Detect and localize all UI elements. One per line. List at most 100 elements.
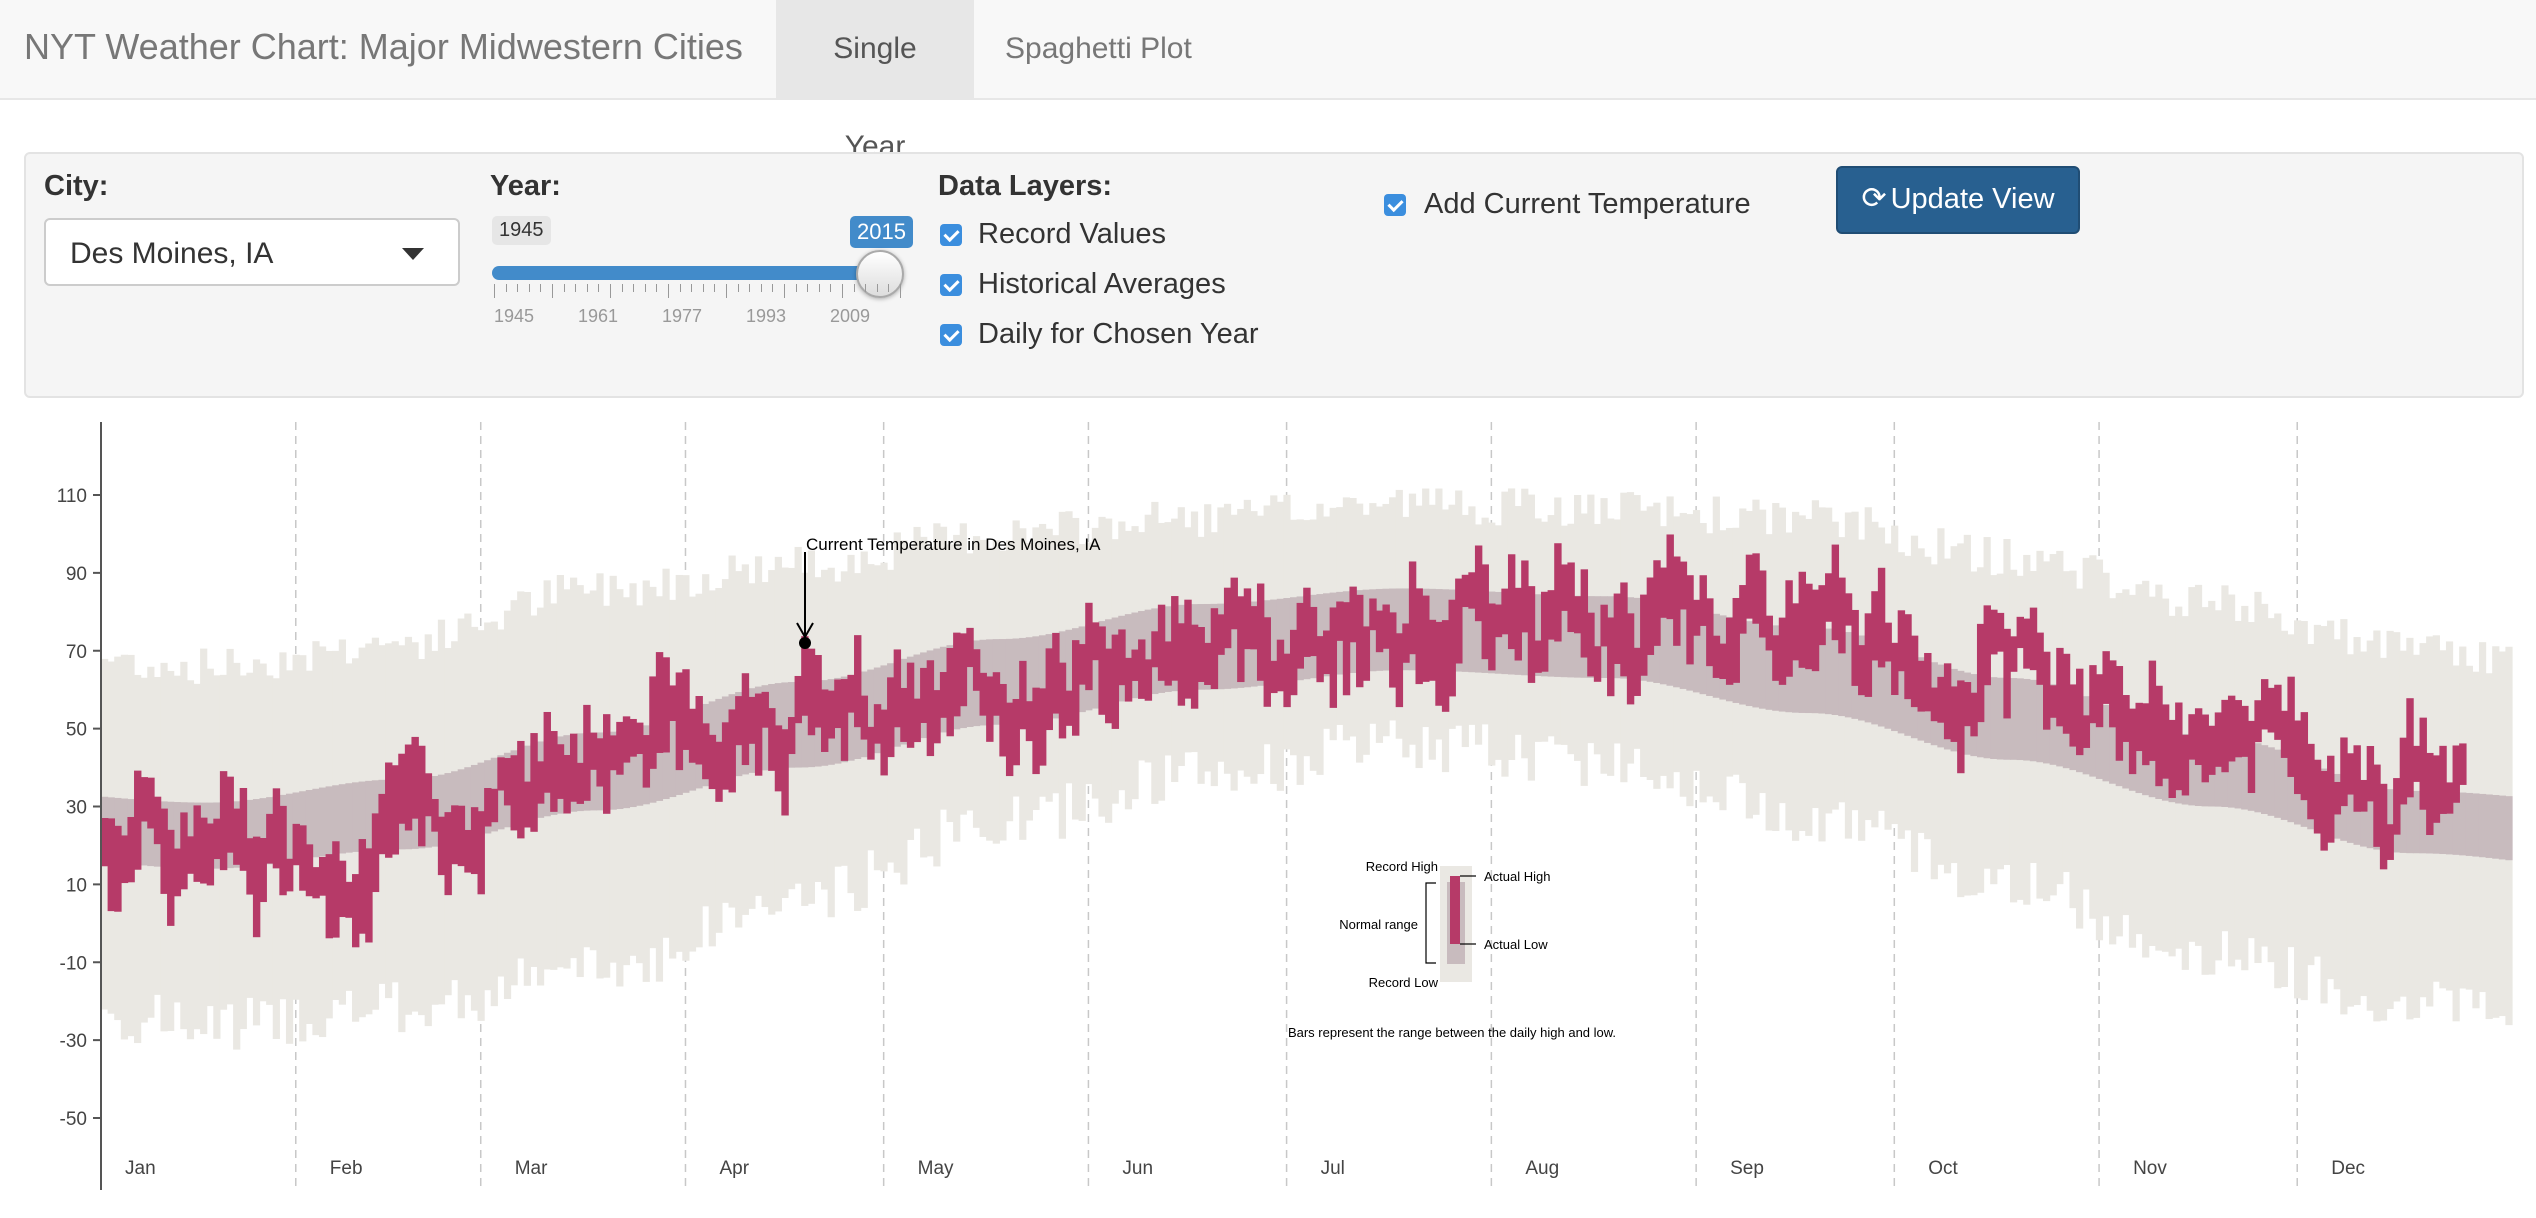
daily-temperature-bar bbox=[2300, 712, 2309, 801]
normal-range-bar bbox=[2340, 776, 2348, 841]
daily-temperature-bar bbox=[774, 725, 783, 792]
daily-temperature-bar bbox=[933, 690, 941, 744]
daily-temperature-bar bbox=[2426, 752, 2434, 836]
update-view-label: Update View bbox=[1890, 183, 2055, 215]
daily-temperature-bar bbox=[794, 675, 802, 724]
year-slider-handle[interactable] bbox=[856, 250, 904, 298]
daily-temperature-bar bbox=[1798, 571, 1807, 668]
normal-range-bar bbox=[999, 639, 1007, 725]
daily-temperature-bar bbox=[979, 672, 987, 716]
normal-range-bar bbox=[2135, 719, 2143, 794]
daily-temperature-bar bbox=[398, 753, 406, 824]
normal-range-bar bbox=[2459, 792, 2467, 856]
daily-temperature-bar bbox=[1666, 534, 1674, 620]
daily-temperature-bar bbox=[1831, 544, 1840, 641]
year-grid-label: 1945 bbox=[494, 306, 535, 326]
slider-tick bbox=[668, 284, 669, 298]
normal-range-bar bbox=[338, 784, 347, 854]
daily-temperature-bar bbox=[2175, 702, 2183, 791]
daily-temperature-bar bbox=[358, 839, 367, 934]
daily-temperature-bar bbox=[1389, 612, 1397, 688]
legend-record-low-label: Record Low bbox=[1369, 975, 1439, 990]
historical-averages-checkbox[interactable] bbox=[940, 274, 962, 296]
normal-range-bar bbox=[1745, 621, 1753, 707]
daily-chosen-year-checkbox[interactable] bbox=[940, 324, 962, 346]
daily-temperature-bar bbox=[252, 836, 261, 938]
normal-range-bar bbox=[1369, 589, 1377, 672]
daily-temperature-bar bbox=[1547, 590, 1556, 640]
normal-range-bar bbox=[1996, 677, 2004, 760]
normal-range-bar bbox=[1765, 624, 1773, 710]
tab-single-year[interactable]: Single Year bbox=[776, 0, 974, 163]
daily-temperature-bar bbox=[847, 674, 855, 713]
year-grid-label: 1961 bbox=[578, 306, 619, 326]
daily-temperature-bar bbox=[2214, 712, 2223, 767]
daily-temperature-bar bbox=[1164, 641, 1172, 686]
daily-temperature-bar bbox=[2221, 699, 2229, 773]
normal-range-bar bbox=[1038, 635, 1047, 721]
daily-temperature-bar bbox=[114, 825, 122, 912]
daily-temperature-bar bbox=[1336, 601, 1344, 641]
daily-temperature-bar bbox=[768, 708, 776, 771]
normal-range-bar bbox=[2472, 793, 2480, 857]
slider-tick bbox=[494, 284, 495, 298]
city-select[interactable]: Des Moines, IA bbox=[44, 218, 460, 286]
daily-temperature-bar bbox=[1052, 632, 1060, 714]
daily-temperature-bar bbox=[2287, 676, 2295, 777]
daily-temperature-bar bbox=[735, 696, 743, 746]
daily-temperature-bar bbox=[1560, 564, 1569, 611]
daily-temperature-bar bbox=[1481, 564, 1489, 660]
daily-temperature-bar bbox=[1706, 598, 1714, 667]
daily-temperature-bar bbox=[2003, 628, 2011, 719]
normal-range-bar bbox=[794, 681, 802, 768]
normal-range-bar bbox=[847, 675, 855, 761]
daily-temperature-bar bbox=[1402, 623, 1410, 663]
daily-temperature-bar bbox=[688, 708, 697, 763]
daily-temperature-bar bbox=[1739, 585, 1747, 634]
daily-temperature-bar bbox=[1468, 572, 1476, 609]
slider-tick bbox=[888, 284, 890, 292]
update-view-button[interactable]: ⟳ Update View bbox=[1836, 166, 2080, 234]
daily-temperature-bar bbox=[2234, 700, 2242, 758]
legend-record-high-label: Record High bbox=[1366, 859, 1438, 874]
normal-range-bar bbox=[867, 669, 875, 756]
daily-temperature-bar bbox=[530, 733, 538, 832]
year-slider-track[interactable] bbox=[492, 266, 902, 280]
daily-temperature-bar bbox=[986, 676, 994, 742]
daily-temperature-bar bbox=[239, 787, 248, 871]
daily-temperature-bar bbox=[2346, 753, 2355, 795]
daily-temperature-bar bbox=[517, 740, 525, 839]
daily-temperature-bar bbox=[2009, 636, 2018, 672]
daily-temperature-bar bbox=[1019, 660, 1027, 730]
daily-temperature-bar bbox=[748, 696, 756, 744]
daily-temperature-bar bbox=[887, 677, 895, 758]
daily-temperature-bar bbox=[2016, 616, 2024, 649]
tab-spaghetti-plot[interactable]: Spaghetti Plot bbox=[1005, 32, 1192, 65]
current-temperature-checkbox[interactable] bbox=[1384, 194, 1406, 216]
x-tick-label: Nov bbox=[2133, 1158, 2167, 1179]
daily-temperature-bar bbox=[1785, 580, 1793, 677]
daily-temperature-bar bbox=[457, 805, 466, 867]
normal-range-bar bbox=[299, 791, 307, 860]
daily-temperature-bar bbox=[1012, 698, 1020, 766]
normal-range-bar bbox=[2102, 704, 2110, 782]
slider-tick bbox=[876, 284, 878, 292]
slider-tick bbox=[726, 284, 727, 298]
daily-temperature-bar bbox=[1679, 561, 1688, 610]
weather-chart: -50 -30 -10 10 30 50 70 90 110 Jan Feb Mar Apr May Jun… bbox=[57, 422, 2513, 1190]
daily-temperature-bar bbox=[972, 649, 981, 691]
normal-range-bar bbox=[1633, 597, 1641, 680]
daily-temperature-bar bbox=[378, 793, 386, 855]
normal-range-bar bbox=[358, 781, 366, 852]
normal-range-bar bbox=[2109, 707, 2117, 784]
normal-range-bar bbox=[1005, 638, 1014, 725]
record-values-checkbox[interactable] bbox=[940, 224, 962, 246]
daily-temperature-bar bbox=[636, 722, 644, 755]
daily-temperature-bar bbox=[1441, 620, 1450, 712]
x-tick-label: Jul bbox=[1321, 1158, 1345, 1179]
normal-range-bar bbox=[285, 793, 294, 862]
y-tick-label: 10 bbox=[66, 875, 87, 896]
daily-temperature-bar bbox=[477, 811, 485, 895]
normal-range-bar bbox=[2023, 678, 2031, 761]
normal-range-bar bbox=[1316, 594, 1324, 678]
